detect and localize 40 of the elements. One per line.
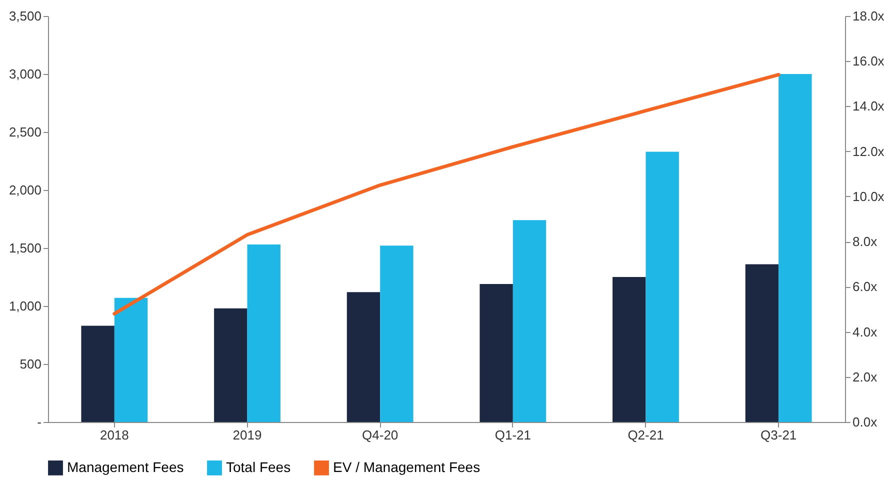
y2-tick-label: 6.0x: [852, 279, 878, 294]
y2-tick-label: 4.0x: [852, 324, 878, 340]
x-tick-label: Q2-21: [628, 428, 664, 442]
y-tick-label: -: [37, 414, 42, 430]
y-tick-label: 2,000: [8, 182, 42, 198]
bar: [380, 246, 414, 422]
y2-tick-label: 2.0x: [852, 369, 878, 384]
y2-tick-label: 8.0x: [852, 234, 878, 250]
y-tick-label: 1,000: [8, 298, 42, 314]
legend-label: EV / Management Fees: [333, 458, 480, 475]
y-tick-label: 3,000: [8, 66, 42, 82]
y2-tick-label: 16.0x: [852, 54, 885, 69]
y2-tick-label: 10.0x: [852, 188, 885, 204]
y-tick-label: 500: [20, 356, 42, 372]
bar: [480, 284, 513, 422]
bar: [612, 277, 646, 422]
x-tick-label: Q1-21: [494, 428, 531, 442]
x-tick-label: Q4-20: [362, 428, 398, 442]
y-tick-label: 1,500: [8, 240, 42, 256]
legend-label: Management Fees: [67, 458, 184, 475]
y-tick-label: 2,500: [8, 124, 42, 140]
y2-tick-label: 14.0x: [852, 98, 885, 114]
bar: [778, 74, 812, 422]
bar: [346, 292, 380, 422]
x-tick-label: 2018: [100, 428, 129, 442]
x-tick-label: 2019: [232, 428, 262, 442]
y2-tick-label: 0.0x: [852, 414, 878, 430]
bar: [247, 244, 280, 422]
legend-label: Total Fees: [226, 458, 291, 475]
bar: [81, 326, 114, 422]
bar: [114, 298, 148, 422]
x-tick-label: Q3-21: [760, 428, 797, 442]
y2-tick-label: 18.0x: [852, 8, 885, 24]
bar: [512, 220, 546, 422]
line-series: [112, 72, 780, 316]
bar: [646, 152, 679, 422]
y2-tick-label: 12.0x: [852, 144, 885, 159]
bar: [745, 264, 779, 422]
bar: [214, 308, 248, 422]
y-tick-label: 3,500: [8, 8, 42, 24]
